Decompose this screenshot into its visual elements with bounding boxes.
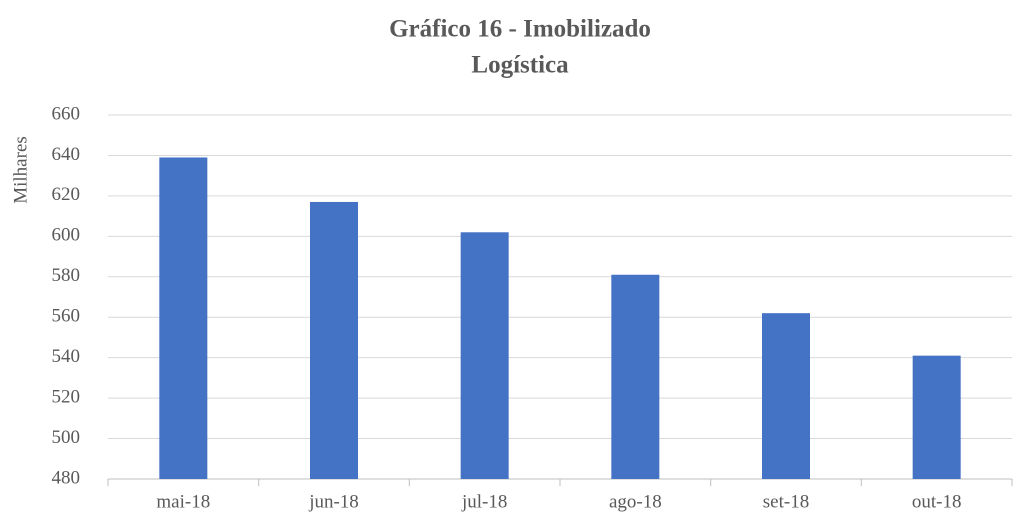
bar (912, 355, 961, 479)
y-tick-label: 660 (52, 103, 81, 124)
y-tick-label: 540 (52, 346, 81, 367)
bar (310, 201, 358, 479)
bar (611, 274, 660, 479)
y-tick-label: 520 (52, 386, 81, 407)
y-tick-label: 620 (52, 184, 81, 205)
y-tick-label: 500 (52, 427, 81, 448)
y-tick-label: 580 (52, 265, 81, 286)
x-tick-label: ago-18 (609, 491, 662, 512)
y-tick-label: 560 (52, 306, 81, 327)
x-tick-label: mai-18 (156, 491, 210, 512)
bar (159, 157, 208, 479)
chart-subtitle: Logística (471, 52, 569, 79)
y-axis-label: Milhares (10, 136, 31, 204)
y-tick-label: 480 (52, 467, 81, 488)
bar (460, 232, 509, 479)
bar (762, 313, 810, 479)
x-tick-label: jul-18 (461, 491, 507, 512)
chart-title: Gráfico 16 - Imobilizado (389, 16, 651, 43)
y-tick-label: 600 (52, 225, 81, 246)
x-tick-label: out-18 (912, 491, 962, 512)
y-tick-label: 640 (52, 144, 81, 165)
x-tick-label: jun-18 (308, 491, 359, 512)
x-tick-label: set-18 (763, 491, 809, 512)
